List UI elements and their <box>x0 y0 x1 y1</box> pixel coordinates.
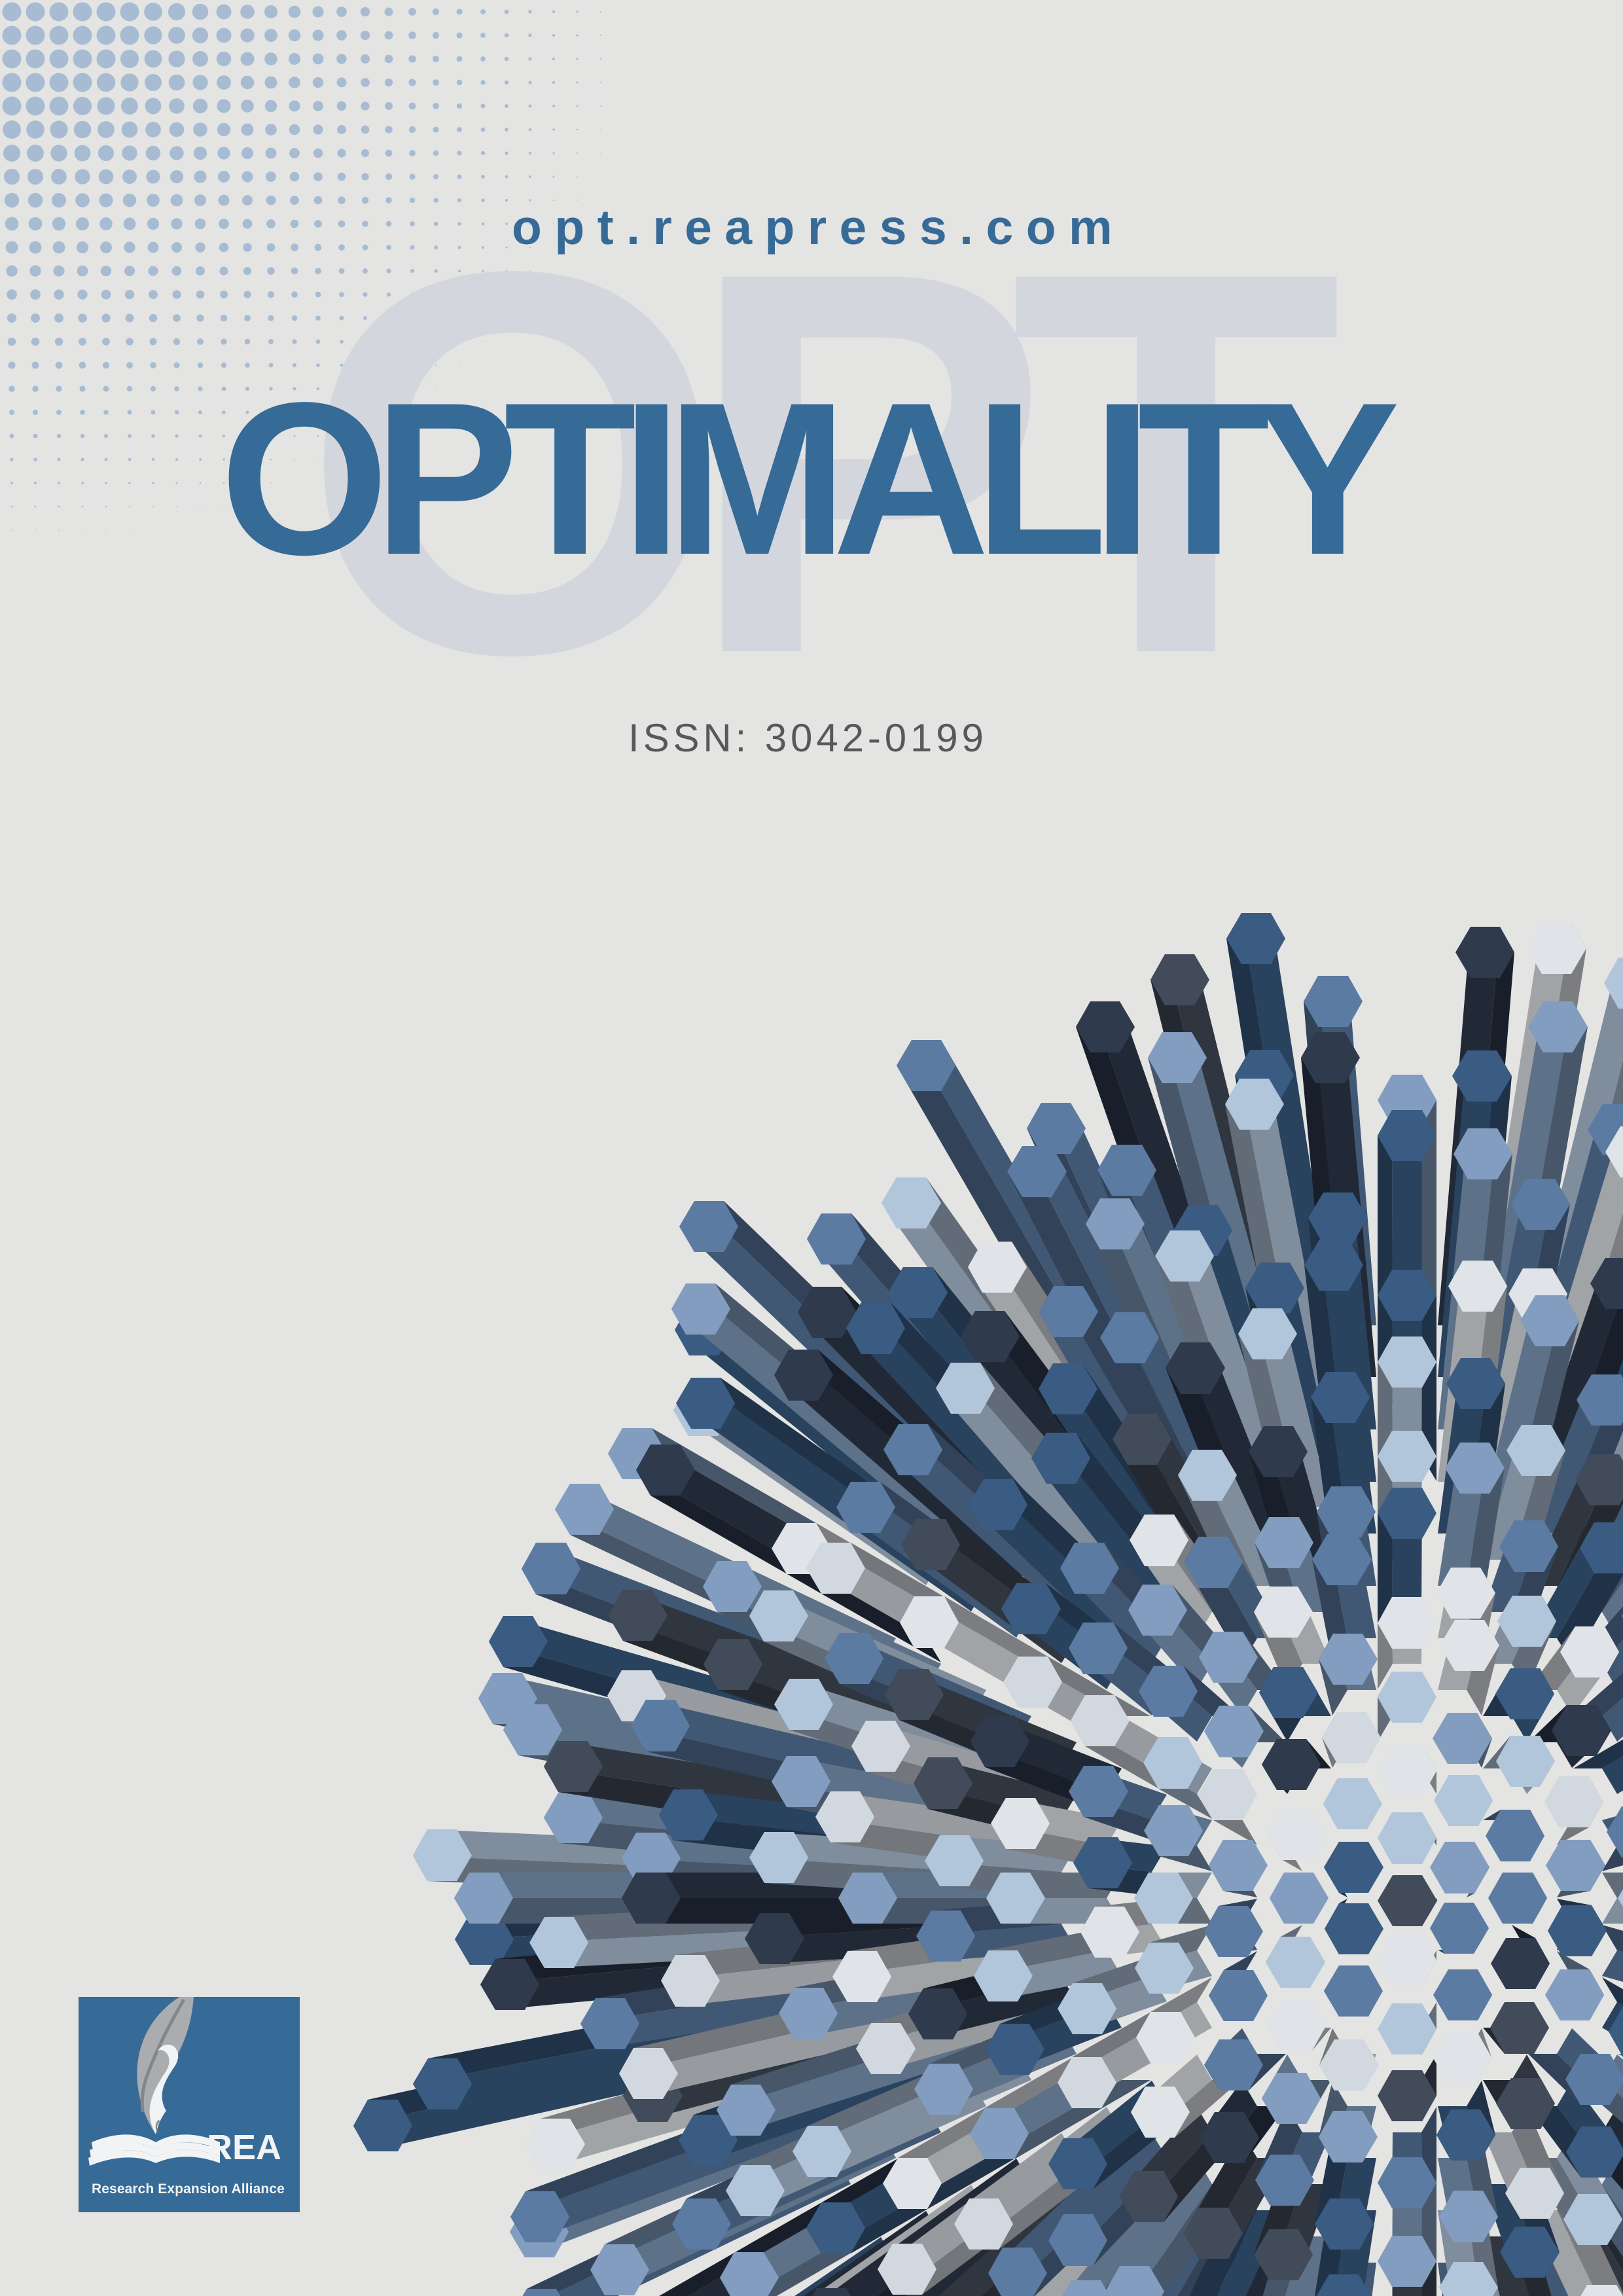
svg-text:Research Expansion Alliance: Research Expansion Alliance <box>92 2181 285 2197</box>
svg-text:REA: REA <box>207 2128 281 2167</box>
